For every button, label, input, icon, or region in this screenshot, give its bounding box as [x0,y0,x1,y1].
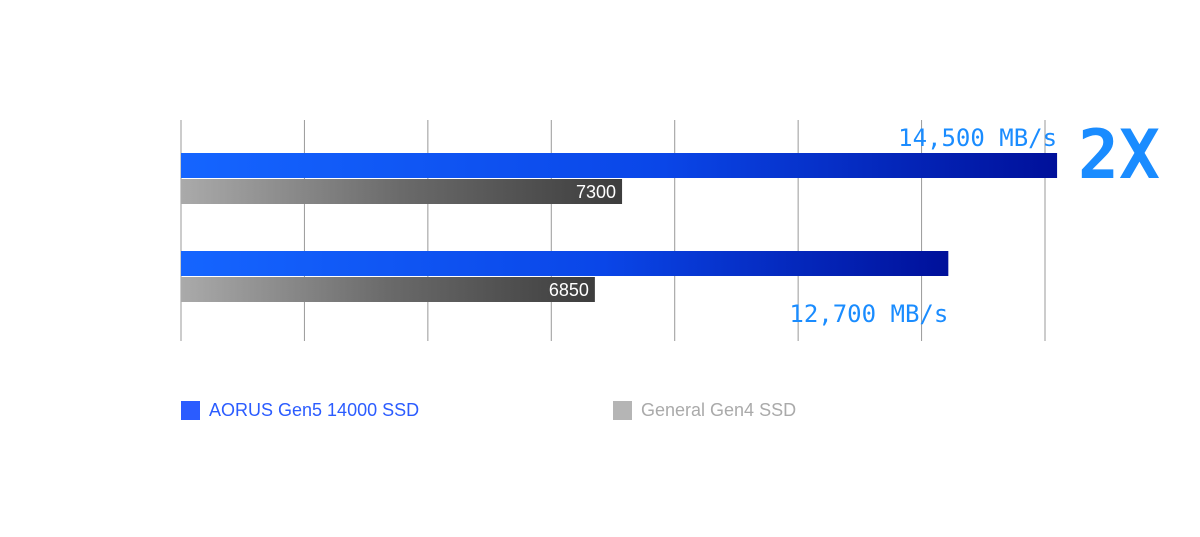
data-label-general-2: 6850 [549,280,589,300]
bar-aorus-1 [181,153,1058,178]
data-labels: 7300 14,500 MB/s 6850 12,700 MB/s [549,124,1057,328]
legend-item-aorus: AORUS Gen5 14000 SSD [181,400,419,421]
data-label-aorus-2: 12,700 MB/s [789,300,948,328]
legend-label-aorus: AORUS Gen5 14000 SSD [209,400,420,420]
data-label-general-1: 7300 [576,182,616,202]
legend-item-general: General Gen4 SSD [613,400,796,421]
legend-swatch-general [613,401,632,420]
multiplier-annotation: 2X [1078,116,1160,195]
bar-general-2 [181,277,595,302]
bars [181,153,1058,302]
legend-label-general: General Gen4 SSD [641,400,797,420]
bar-general-1 [181,179,623,204]
bar-aorus-2 [181,251,949,276]
legend-swatch-aorus [181,401,200,420]
data-label-aorus-1: 14,500 MB/s [898,124,1057,152]
